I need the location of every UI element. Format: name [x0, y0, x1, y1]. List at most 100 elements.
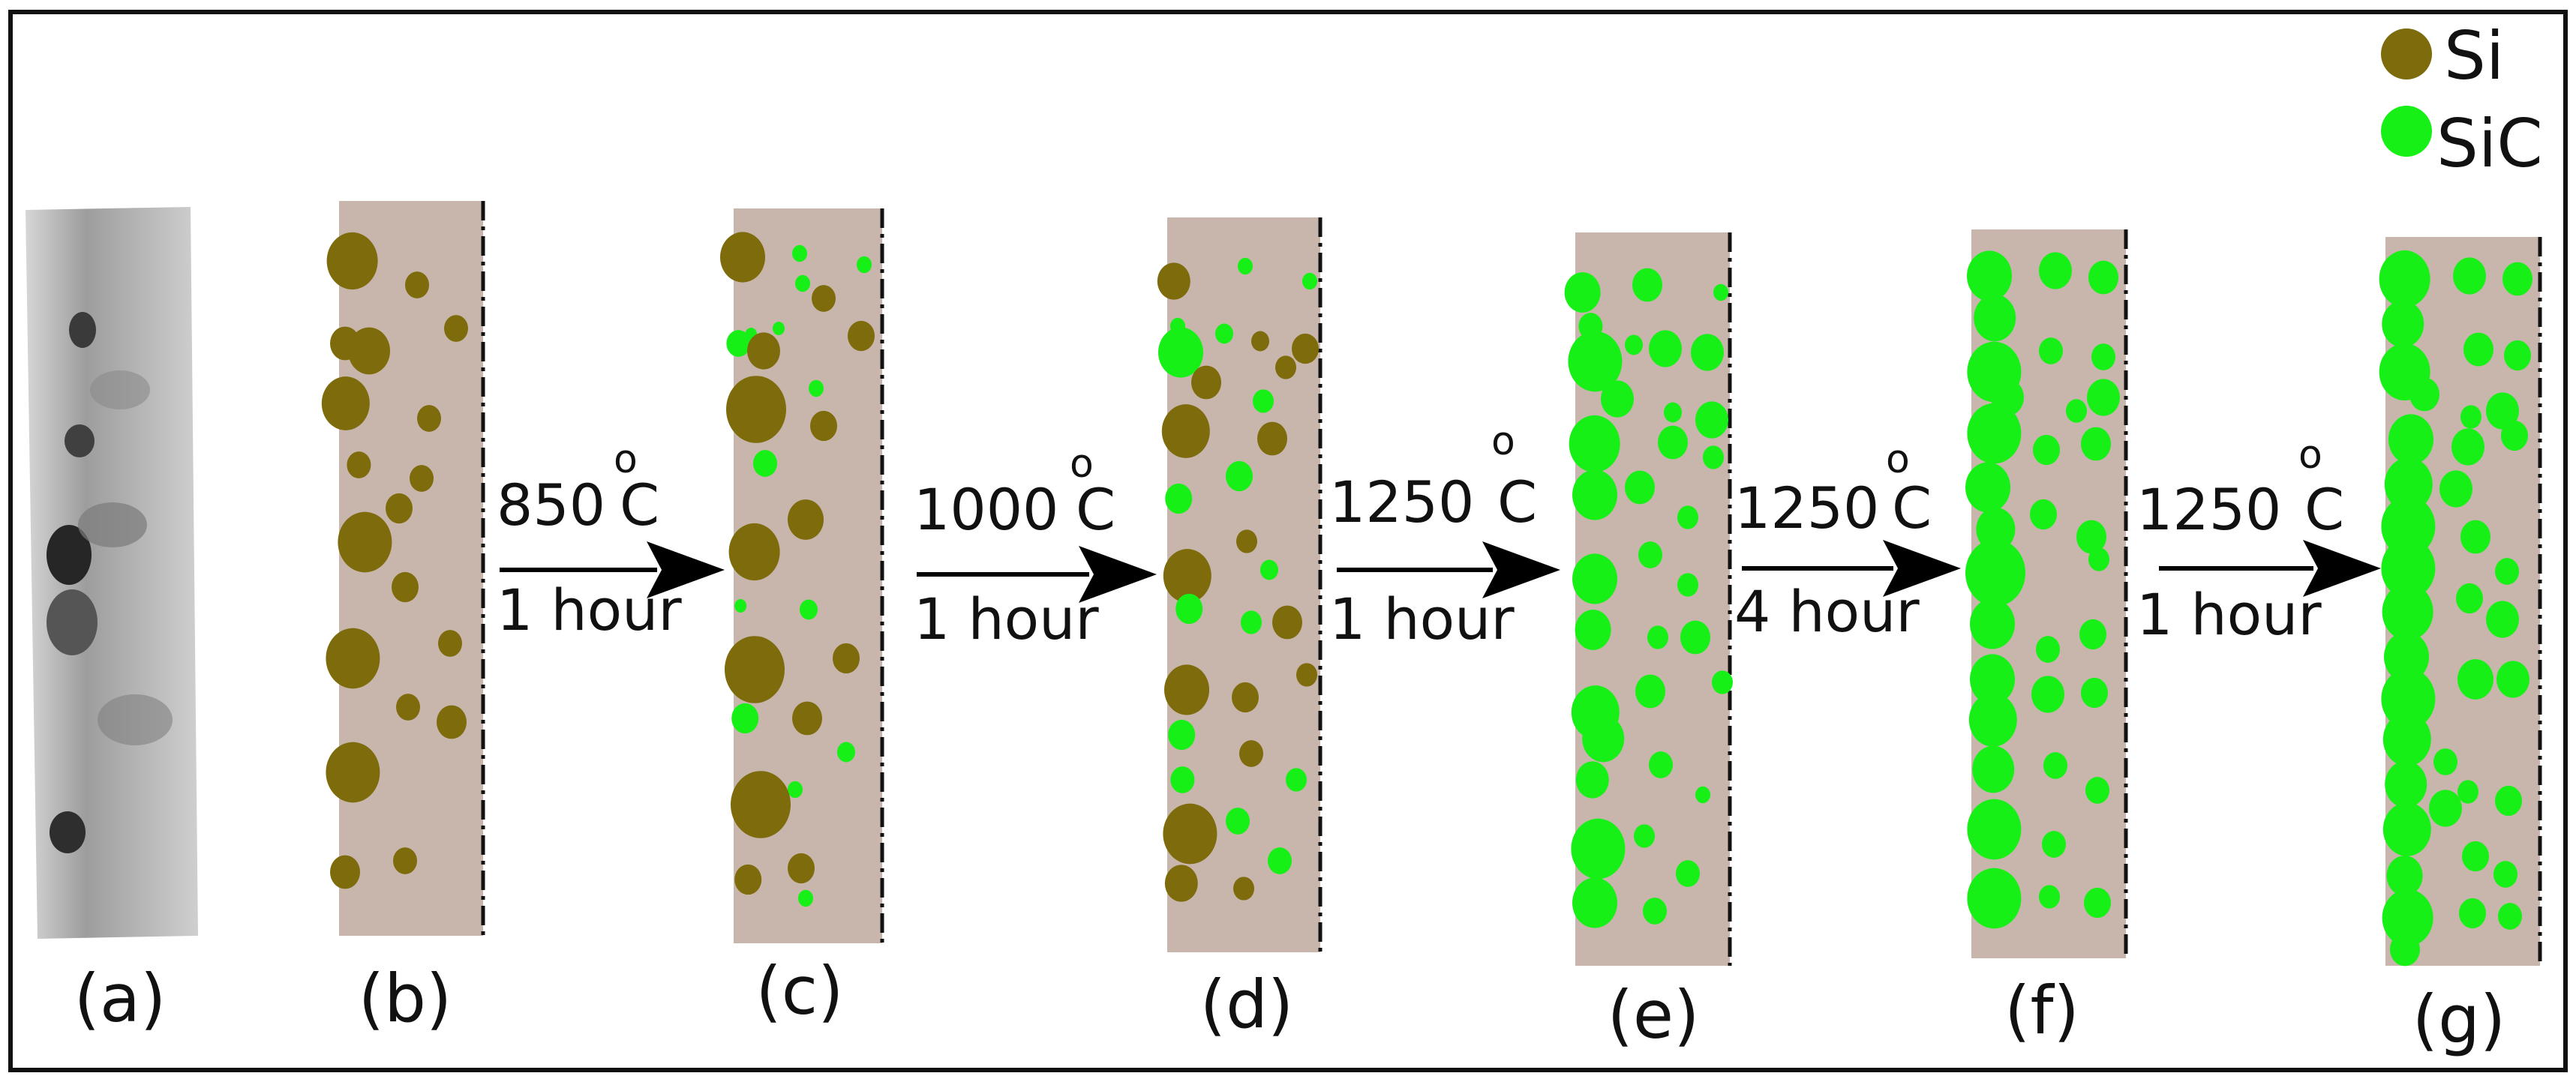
sic-particle — [2382, 583, 2433, 641]
si-particle — [1233, 877, 1254, 901]
sic-particle — [2433, 748, 2457, 775]
sic-particle — [2460, 520, 2490, 554]
panel-label: (f) — [2004, 972, 2079, 1049]
micrograph-image — [26, 207, 198, 939]
sic-particle — [1635, 674, 1665, 709]
micrograph-pore — [50, 811, 86, 853]
si-particle — [734, 864, 762, 895]
temperature-label: 1250 — [1734, 475, 1879, 541]
temperature-unit: C — [1076, 476, 1115, 543]
sic-particle — [2039, 885, 2060, 909]
temperature-label: 850 — [497, 472, 605, 538]
sic-particle — [2066, 399, 2087, 423]
sic-particle — [1238, 257, 1253, 275]
sic-particle — [2088, 547, 2109, 571]
sic-particle — [2379, 250, 2430, 308]
sic-particle — [1691, 334, 1724, 371]
sic-particle — [2030, 499, 2057, 530]
sic-particle — [2382, 300, 2424, 348]
sic-particle — [1241, 610, 1262, 634]
si-particle — [726, 376, 786, 443]
si-particle — [792, 701, 822, 736]
sic-particle — [1168, 719, 1196, 751]
si-particle — [396, 694, 420, 721]
sic-particle — [2460, 405, 2481, 429]
sic-particle — [2463, 332, 2493, 367]
sic-particle — [792, 244, 807, 262]
si-particle — [417, 405, 441, 432]
sic-particle — [1572, 553, 1617, 604]
sic-particle — [1677, 505, 1698, 529]
sic-particle — [1302, 272, 1317, 290]
sic-particle — [1676, 860, 1700, 887]
sic-particle — [1649, 330, 1682, 367]
sic-particle — [1703, 445, 1724, 469]
sic-particle — [2486, 601, 2519, 638]
panel-label: (g) — [2412, 981, 2506, 1058]
sic-particle — [773, 322, 785, 335]
arrow-head — [1482, 541, 1560, 598]
degree-symbol: o — [2298, 433, 2322, 478]
sic-particle — [1564, 272, 1601, 313]
si-particle — [1275, 355, 1296, 379]
sic-particle — [2486, 392, 2519, 430]
sic-particle — [2429, 790, 2462, 827]
sic-particle — [2088, 260, 2118, 295]
si-particle — [747, 332, 780, 370]
sic-particle — [1158, 327, 1203, 378]
sic-particle — [1970, 598, 2015, 649]
micrograph-pore — [98, 694, 173, 745]
sic-particle — [1286, 768, 1307, 792]
sic-particle — [2087, 379, 2120, 416]
temperature-label: 1250 — [2136, 476, 2281, 543]
arrow-head — [647, 541, 725, 598]
sic-particle — [2031, 676, 2064, 713]
si-particle — [444, 315, 468, 342]
si-particle — [788, 499, 824, 540]
sic-particle — [2462, 841, 2489, 872]
sic-particle — [2456, 583, 2483, 614]
legend: Si SiC — [2381, 17, 2543, 182]
sic-particle — [2081, 427, 2111, 461]
si-particle — [833, 643, 860, 674]
matrix-column — [2379, 237, 2542, 967]
matrix-column — [720, 208, 884, 943]
si-particle — [405, 271, 429, 298]
sic-particle — [2076, 520, 2106, 554]
sic-particle — [1569, 415, 1620, 473]
matrix-column — [1157, 217, 1323, 952]
sic-particle — [731, 703, 759, 734]
temperature-label: 1250 — [1329, 469, 1474, 535]
sic-particle — [1972, 745, 2015, 793]
panel-label: (b) — [359, 960, 452, 1037]
sic-particle — [788, 781, 803, 799]
si-particle — [810, 410, 837, 442]
degree-symbol: o — [1886, 437, 1910, 482]
sic-particle — [2381, 668, 2436, 730]
duration-label: 1 hour — [2136, 581, 2322, 648]
transition: 1250 oC 1 hour — [2136, 433, 2381, 648]
sic-particle — [1664, 402, 1682, 423]
sic-particle — [1680, 620, 1710, 655]
si-particle — [1296, 663, 1317, 687]
si-particle — [1164, 664, 1209, 715]
si-particle — [1236, 529, 1257, 553]
sic-particle — [2409, 377, 2439, 412]
micrograph-pore — [65, 424, 95, 457]
si-particle — [1232, 682, 1259, 713]
panel-labels: (a) (b) (c) (d) (e) (f) (g) — [74, 952, 2506, 1058]
sic-particle — [1634, 824, 1655, 848]
sic-particle — [1582, 715, 1625, 763]
sic-particle — [798, 889, 813, 907]
sic-particle — [2493, 861, 2517, 888]
sic-particle — [2036, 636, 2060, 663]
sic-particle — [1965, 539, 2025, 607]
sic-particle — [1268, 847, 1292, 874]
sic-particle — [1571, 818, 1626, 880]
sic-particle — [1970, 654, 2015, 705]
si-particle — [731, 771, 791, 838]
si-particle — [728, 523, 780, 581]
sic-particle — [1226, 460, 1253, 492]
si-particle — [438, 630, 462, 657]
sic-particle — [2453, 257, 2486, 295]
